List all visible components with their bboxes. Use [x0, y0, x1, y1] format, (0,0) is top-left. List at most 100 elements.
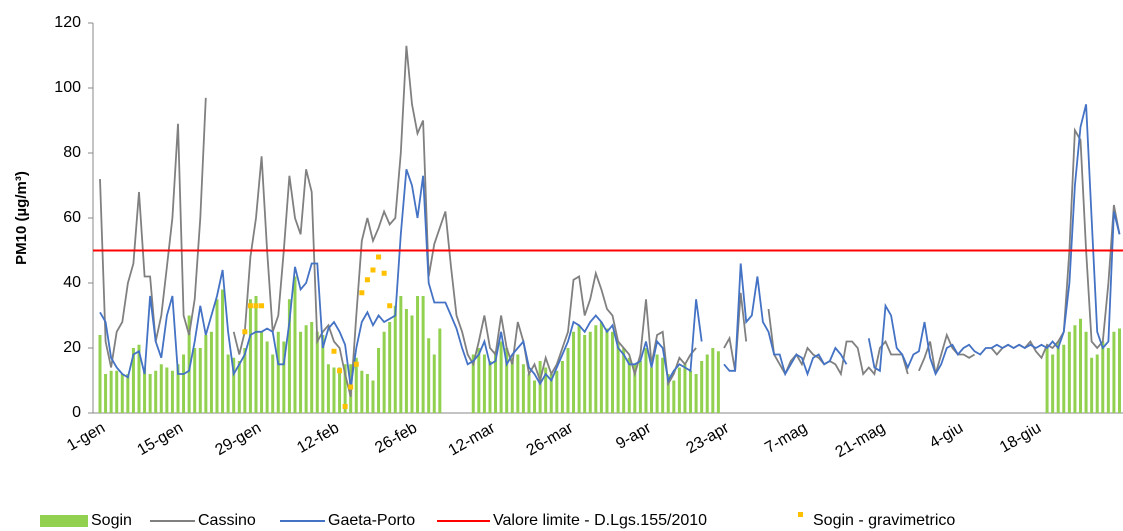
bar — [683, 364, 687, 413]
bar — [137, 344, 141, 413]
x-tick-label: 29-gen — [212, 419, 264, 459]
bar — [198, 348, 202, 413]
bar — [1067, 331, 1071, 413]
bar — [170, 370, 174, 413]
bar — [254, 296, 258, 413]
bar — [432, 354, 436, 413]
point — [253, 303, 259, 309]
bar — [248, 299, 252, 413]
bar — [516, 354, 520, 413]
bar — [338, 367, 342, 413]
bar — [633, 364, 637, 413]
bar — [159, 364, 163, 413]
bar — [616, 341, 620, 413]
bar — [510, 357, 514, 413]
bar — [494, 351, 498, 413]
bar — [416, 296, 420, 413]
bar — [226, 354, 230, 413]
legend-swatch — [40, 515, 88, 527]
bar — [120, 374, 124, 413]
bar — [611, 331, 615, 413]
y-tick-label: 40 — [63, 274, 81, 291]
bar — [265, 341, 269, 413]
bar — [566, 348, 570, 413]
bar — [644, 348, 648, 413]
bar — [321, 335, 325, 413]
bar — [583, 335, 587, 413]
bar — [237, 361, 241, 413]
point — [364, 277, 370, 283]
y-tick-label: 0 — [72, 404, 81, 421]
y-tick-label: 60 — [63, 209, 81, 226]
bar — [148, 374, 152, 413]
bar — [377, 348, 381, 413]
x-tick-label: 26-mar — [524, 419, 577, 459]
bar — [1045, 348, 1049, 413]
bar — [1095, 354, 1099, 413]
y-tick-label: 20 — [63, 339, 81, 356]
bar — [438, 328, 442, 413]
bar — [471, 354, 475, 413]
bar — [209, 331, 213, 413]
bar — [482, 354, 486, 413]
bar — [388, 322, 392, 413]
bar — [154, 370, 158, 413]
bar — [533, 380, 537, 413]
x-tick-label: 18-giu — [997, 419, 1044, 456]
bar — [689, 370, 693, 413]
bar — [538, 361, 542, 413]
bar — [638, 361, 642, 413]
bar — [655, 354, 659, 413]
bar — [1101, 341, 1105, 413]
bar — [304, 325, 308, 413]
point — [370, 267, 376, 273]
bar — [332, 367, 336, 413]
bar — [104, 374, 108, 413]
y-tick-label: 100 — [54, 79, 81, 96]
bar — [1090, 357, 1094, 413]
point — [387, 303, 393, 309]
bar — [109, 370, 113, 413]
bar — [287, 299, 291, 413]
bar — [605, 328, 609, 413]
bar — [404, 309, 408, 413]
bar — [421, 296, 425, 413]
bar — [694, 374, 698, 413]
x-tick-label: 23-apr — [684, 419, 733, 457]
bar — [382, 331, 386, 413]
line — [99, 104, 1121, 388]
bar — [672, 380, 676, 413]
bar — [505, 348, 509, 413]
bar — [555, 370, 559, 413]
point — [381, 270, 387, 276]
legend-label: Sogin — [91, 512, 132, 529]
bar — [716, 351, 720, 413]
x-tick-label: 26-feb — [372, 419, 420, 456]
point — [337, 368, 343, 374]
bar — [1056, 341, 1060, 413]
bar — [310, 322, 314, 413]
bar — [1073, 325, 1077, 413]
bar — [271, 354, 275, 413]
bar — [427, 338, 431, 413]
x-tick-label: 7-mag — [762, 419, 810, 456]
bar — [193, 348, 197, 413]
x-tick-label: 12-feb — [294, 419, 342, 456]
bar — [599, 322, 603, 413]
x-tick-label: 21-mag — [833, 419, 888, 461]
bar — [326, 364, 330, 413]
bar — [711, 348, 715, 413]
bar — [143, 367, 147, 413]
bar — [544, 367, 548, 413]
bar — [560, 361, 564, 413]
legend-swatch — [798, 512, 803, 517]
bar — [627, 357, 631, 413]
bar — [126, 374, 130, 413]
bar — [1106, 348, 1110, 413]
x-tick-label: 4-giu — [927, 419, 966, 452]
bar — [594, 325, 598, 413]
point — [242, 329, 248, 335]
bar — [572, 331, 576, 413]
bar — [243, 348, 247, 413]
